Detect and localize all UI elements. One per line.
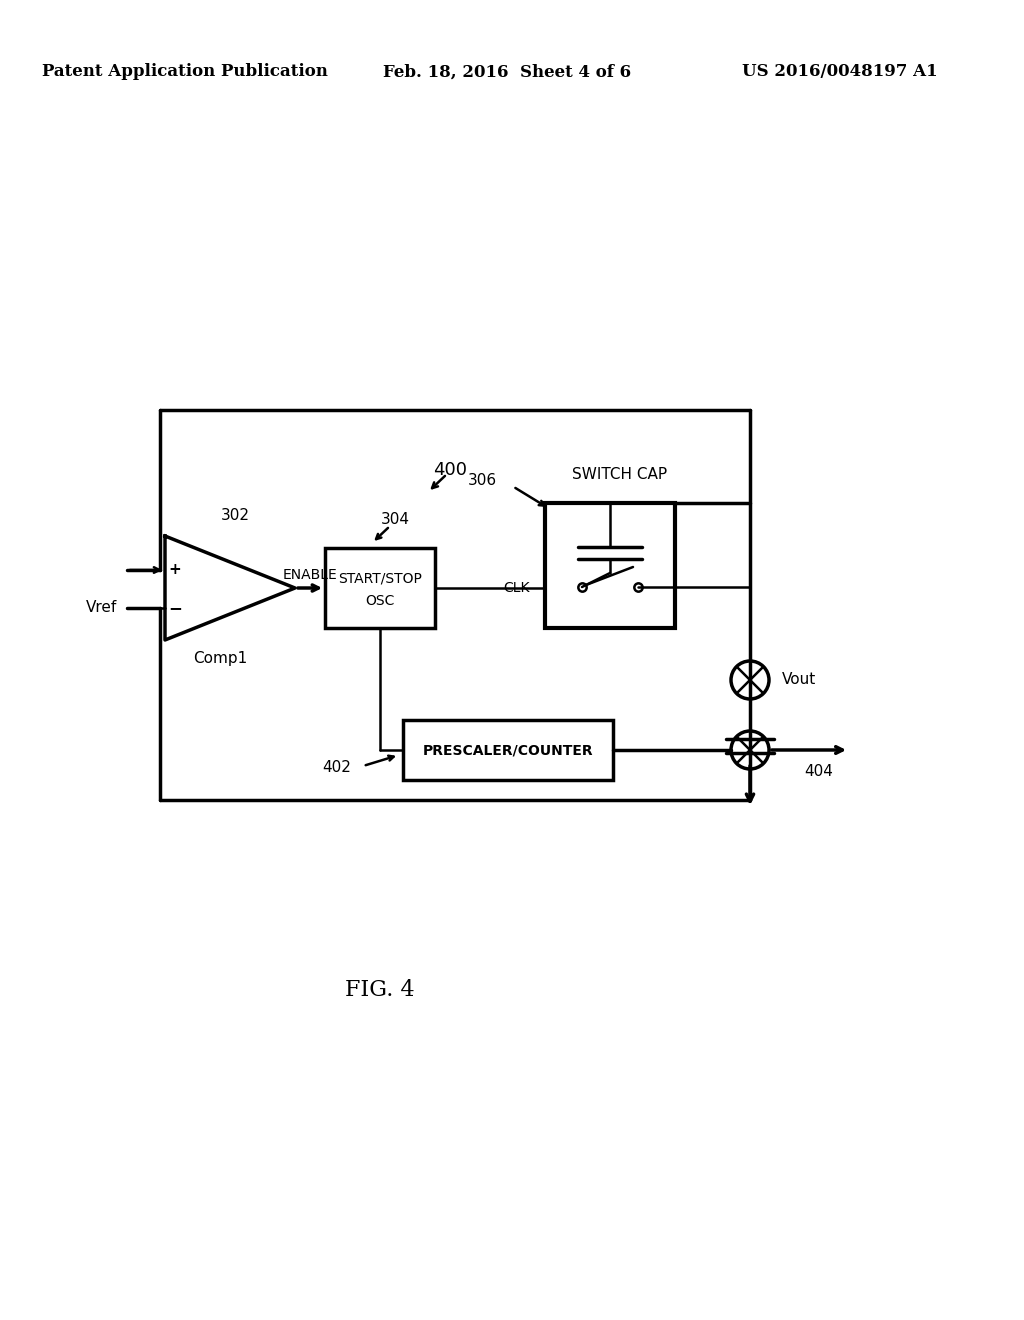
Text: +: +: [169, 562, 181, 578]
Text: Vout: Vout: [782, 672, 816, 688]
Text: Patent Application Publication: Patent Application Publication: [42, 63, 328, 81]
Text: 306: 306: [468, 473, 497, 488]
Text: PRESCALER/COUNTER: PRESCALER/COUNTER: [423, 743, 593, 756]
Text: Feb. 18, 2016  Sheet 4 of 6: Feb. 18, 2016 Sheet 4 of 6: [383, 63, 631, 81]
Text: SWITCH CAP: SWITCH CAP: [572, 467, 668, 482]
Bar: [403, 719, 613, 780]
Text: 400: 400: [433, 461, 467, 479]
Text: 302: 302: [220, 508, 250, 524]
Text: OSC: OSC: [366, 594, 394, 609]
Text: 304: 304: [381, 512, 410, 528]
Text: FIG. 4: FIG. 4: [345, 979, 415, 1001]
Text: CLK: CLK: [504, 581, 530, 595]
Text: Comp1: Comp1: [193, 651, 247, 665]
Text: ENABLE: ENABLE: [283, 568, 337, 582]
Bar: [545, 503, 675, 627]
Text: US 2016/0048197 A1: US 2016/0048197 A1: [742, 63, 938, 81]
Text: −: −: [168, 599, 182, 616]
Text: 404: 404: [805, 764, 834, 780]
Text: 402: 402: [323, 760, 351, 776]
Text: Vref: Vref: [86, 601, 117, 615]
Text: START/STOP: START/STOP: [338, 572, 422, 585]
Bar: [325, 548, 435, 628]
